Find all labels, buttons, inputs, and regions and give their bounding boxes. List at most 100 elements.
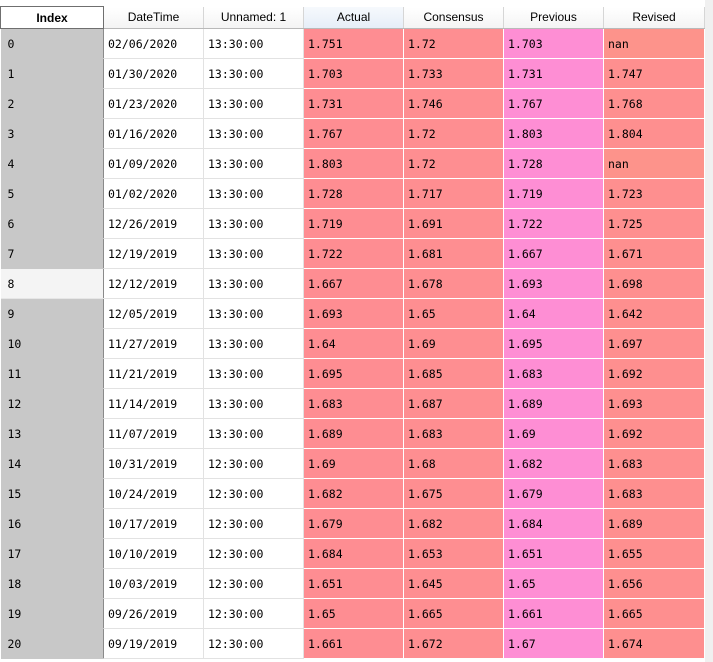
consensus-cell[interactable]: 1.665 xyxy=(403,598,504,629)
previous-cell[interactable]: 1.695 xyxy=(503,328,604,359)
actual-cell[interactable]: 1.728 xyxy=(303,178,404,209)
row-index-cell[interactable]: 15 xyxy=(0,478,104,509)
revised-cell[interactable]: 1.671 xyxy=(603,238,705,269)
unnamed-1-cell[interactable]: 12:30:00 xyxy=(203,508,304,539)
row-index-cell[interactable]: 6 xyxy=(0,208,104,239)
previous-cell[interactable]: 1.661 xyxy=(503,598,604,629)
consensus-cell[interactable]: 1.691 xyxy=(403,208,504,239)
previous-cell[interactable]: 1.64 xyxy=(503,298,604,329)
datetime-cell[interactable]: 01/02/2020 xyxy=(103,178,204,209)
unnamed-1-cell[interactable]: 12:30:00 xyxy=(203,448,304,479)
actual-cell[interactable]: 1.693 xyxy=(303,298,404,329)
table-row[interactable]: 10 11/27/2019 13:30:00 1.64 1.69 1.695 1.697 xyxy=(0,328,705,359)
table-row[interactable]: 9 12/05/2019 13:30:00 1.693 1.65 1.64 1.642 xyxy=(0,298,705,329)
row-index-cell[interactable]: 5 xyxy=(0,178,104,209)
actual-cell[interactable]: 1.722 xyxy=(303,238,404,269)
unnamed-1-cell[interactable]: 13:30:00 xyxy=(203,298,304,329)
table-row[interactable]: 15 10/24/2019 12:30:00 1.682 1.675 1.679 1.683 xyxy=(0,478,705,509)
previous-cell[interactable]: 1.731 xyxy=(503,58,604,89)
revised-cell[interactable]: 1.674 xyxy=(603,628,705,659)
datetime-cell[interactable]: 01/16/2020 xyxy=(103,118,204,149)
actual-cell[interactable]: 1.683 xyxy=(303,388,404,419)
consensus-cell[interactable]: 1.645 xyxy=(403,568,504,599)
revised-cell[interactable]: 1.804 xyxy=(603,118,705,149)
row-index-cell[interactable]: 17 xyxy=(0,538,104,569)
table-row[interactable]: 0 02/06/2020 13:30:00 1.751 1.72 1.703 nan xyxy=(0,28,705,59)
consensus-cell[interactable]: 1.68 xyxy=(403,448,504,479)
actual-cell[interactable]: 1.667 xyxy=(303,268,404,299)
previous-cell[interactable]: 1.651 xyxy=(503,538,604,569)
revised-cell[interactable]: 1.642 xyxy=(603,298,705,329)
row-index-cell[interactable]: 7 xyxy=(0,238,104,269)
unnamed-1-cell[interactable]: 13:30:00 xyxy=(203,268,304,299)
row-index-cell[interactable]: 12 xyxy=(0,388,104,419)
unnamed-1-cell[interactable]: 13:30:00 xyxy=(203,208,304,239)
actual-cell[interactable]: 1.767 xyxy=(303,118,404,149)
actual-cell[interactable]: 1.695 xyxy=(303,358,404,389)
column-header-index[interactable]: Index xyxy=(0,6,104,29)
table-row[interactable]: 12 11/14/2019 13:30:00 1.683 1.687 1.689 1.693 xyxy=(0,388,705,419)
revised-cell[interactable]: 1.768 xyxy=(603,88,705,119)
table-row[interactable]: 18 10/03/2019 12:30:00 1.651 1.645 1.65 1.656 xyxy=(0,568,705,599)
actual-cell[interactable]: 1.731 xyxy=(303,88,404,119)
actual-cell[interactable]: 1.64 xyxy=(303,328,404,359)
datetime-cell[interactable]: 01/23/2020 xyxy=(103,88,204,119)
previous-cell[interactable]: 1.679 xyxy=(503,478,604,509)
consensus-cell[interactable]: 1.685 xyxy=(403,358,504,389)
actual-cell[interactable]: 1.689 xyxy=(303,418,404,449)
datetime-cell[interactable]: 12/05/2019 xyxy=(103,298,204,329)
unnamed-1-cell[interactable]: 12:30:00 xyxy=(203,628,304,659)
consensus-cell[interactable]: 1.681 xyxy=(403,238,504,269)
column-header-datetime[interactable]: DateTime xyxy=(103,6,204,29)
unnamed-1-cell[interactable]: 13:30:00 xyxy=(203,88,304,119)
consensus-cell[interactable]: 1.72 xyxy=(403,28,504,59)
datetime-cell[interactable]: 09/19/2019 xyxy=(103,628,204,659)
row-index-cell[interactable]: 18 xyxy=(0,568,104,599)
actual-cell[interactable]: 1.682 xyxy=(303,478,404,509)
previous-cell[interactable]: 1.767 xyxy=(503,88,604,119)
revised-cell[interactable]: 1.683 xyxy=(603,448,705,479)
consensus-cell[interactable]: 1.678 xyxy=(403,268,504,299)
previous-cell[interactable]: 1.683 xyxy=(503,358,604,389)
datetime-cell[interactable]: 11/07/2019 xyxy=(103,418,204,449)
previous-cell[interactable]: 1.689 xyxy=(503,388,604,419)
table-row[interactable]: 1 01/30/2020 13:30:00 1.703 1.733 1.731 1.747 xyxy=(0,58,705,89)
actual-cell[interactable]: 1.703 xyxy=(303,58,404,89)
unnamed-1-cell[interactable]: 13:30:00 xyxy=(203,418,304,449)
revised-cell[interactable]: 1.693 xyxy=(603,388,705,419)
consensus-cell[interactable]: 1.672 xyxy=(403,628,504,659)
datetime-cell[interactable]: 10/17/2019 xyxy=(103,508,204,539)
unnamed-1-cell[interactable]: 13:30:00 xyxy=(203,148,304,179)
datetime-cell[interactable]: 11/27/2019 xyxy=(103,328,204,359)
column-header-consensus[interactable]: Consensus xyxy=(403,6,504,29)
table-row[interactable]: 19 09/26/2019 12:30:00 1.65 1.665 1.661 1.665 xyxy=(0,598,705,629)
datetime-cell[interactable]: 01/09/2020 xyxy=(103,148,204,179)
revised-cell[interactable]: 1.655 xyxy=(603,538,705,569)
revised-cell[interactable]: 1.683 xyxy=(603,478,705,509)
actual-cell[interactable]: 1.751 xyxy=(303,28,404,59)
row-index-cell[interactable]: 0 xyxy=(0,28,104,59)
unnamed-1-cell[interactable]: 12:30:00 xyxy=(203,568,304,599)
revised-cell[interactable]: 1.665 xyxy=(603,598,705,629)
consensus-cell[interactable]: 1.72 xyxy=(403,118,504,149)
table-row[interactable]: 5 01/02/2020 13:30:00 1.728 1.717 1.719 1.723 xyxy=(0,178,705,209)
column-header-revised[interactable]: Revised xyxy=(603,6,705,29)
previous-cell[interactable]: 1.728 xyxy=(503,148,604,179)
unnamed-1-cell[interactable]: 12:30:00 xyxy=(203,598,304,629)
actual-cell[interactable]: 1.684 xyxy=(303,538,404,569)
unnamed-1-cell[interactable]: 13:30:00 xyxy=(203,328,304,359)
actual-cell[interactable]: 1.651 xyxy=(303,568,404,599)
datetime-cell[interactable]: 09/26/2019 xyxy=(103,598,204,629)
table-row[interactable]: 20 09/19/2019 12:30:00 1.661 1.672 1.67 1.674 xyxy=(0,628,705,659)
consensus-cell[interactable]: 1.69 xyxy=(403,328,504,359)
revised-cell[interactable]: 1.725 xyxy=(603,208,705,239)
previous-cell[interactable]: 1.719 xyxy=(503,178,604,209)
row-index-cell[interactable]: 4 xyxy=(0,148,104,179)
row-index-cell[interactable]: 16 xyxy=(0,508,104,539)
vertical-scrollbar[interactable] xyxy=(705,0,713,662)
unnamed-1-cell[interactable]: 13:30:00 xyxy=(203,358,304,389)
table-row[interactable]: 16 10/17/2019 12:30:00 1.679 1.682 1.684 1.689 xyxy=(0,508,705,539)
row-index-cell[interactable]: 2 xyxy=(0,88,104,119)
unnamed-1-cell[interactable]: 13:30:00 xyxy=(203,118,304,149)
row-index-cell[interactable]: 13 xyxy=(0,418,104,449)
